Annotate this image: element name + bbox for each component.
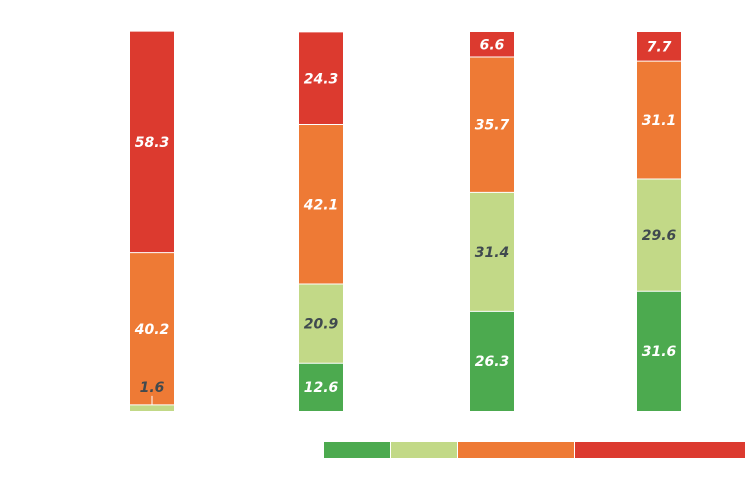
data-label-bar-4-series-3: 31.1 xyxy=(642,113,677,129)
data-label-bar-2-series-3: 42.1 xyxy=(303,197,339,213)
data-labels-group: 1.6 40.2 58.3 12.6 20.9 42.1 24.3 26.3 31.4 35.7 6… xyxy=(134,38,677,405)
data-label-bar-3-series-1: 26.3 xyxy=(475,354,510,370)
legend-swatch-1 xyxy=(324,442,390,458)
bar-2-segment-2 xyxy=(299,284,343,364)
data-label-bar-2-series-4: 24.3 xyxy=(304,71,339,87)
legend-swatch-3 xyxy=(458,442,574,458)
bar-4-segment-1 xyxy=(637,291,681,411)
bar-3-segment-2 xyxy=(470,192,514,312)
bar-2-segment-1 xyxy=(299,363,343,411)
bar-4-segment-3 xyxy=(637,61,681,180)
bar-4-segment-4 xyxy=(637,32,681,62)
legend-swatch-4 xyxy=(575,442,745,458)
data-label-bar-3-series-3: 35.7 xyxy=(475,118,510,134)
data-label-bar-4-series-4: 7.7 xyxy=(647,40,672,56)
data-label-bar-2-series-1: 12.6 xyxy=(304,380,339,396)
data-label-bar-3-series-4: 6.6 xyxy=(480,38,505,54)
data-label-bar-4-series-2: 29.6 xyxy=(642,228,677,244)
bar-3-segment-4 xyxy=(470,32,514,58)
bar-1-segment-3 xyxy=(130,252,174,405)
bar-2-segment-4 xyxy=(299,32,343,125)
data-label-bar-3-series-2: 31.4 xyxy=(475,245,510,261)
bar-3-segment-3 xyxy=(470,57,514,193)
legend-swatch-2 xyxy=(391,442,457,458)
bar-1-segment-2 xyxy=(130,404,174,411)
data-label-bar-1-series-3: 40.2 xyxy=(134,322,170,338)
bar-3-segment-1 xyxy=(470,311,514,411)
bar-2-segment-3 xyxy=(299,124,343,285)
data-label-bar-2-series-2: 20.9 xyxy=(304,317,339,333)
data-label-bar-1-series-4: 58.3 xyxy=(135,135,170,151)
data-label-bar-4-series-1: 31.6 xyxy=(642,344,677,360)
bar-4-segment-2 xyxy=(637,179,681,292)
data-label-bar-1-series-2: 1.6 xyxy=(140,380,165,396)
bars-group xyxy=(130,31,681,411)
bar-1-segment-4 xyxy=(130,31,174,253)
legend xyxy=(324,442,745,458)
